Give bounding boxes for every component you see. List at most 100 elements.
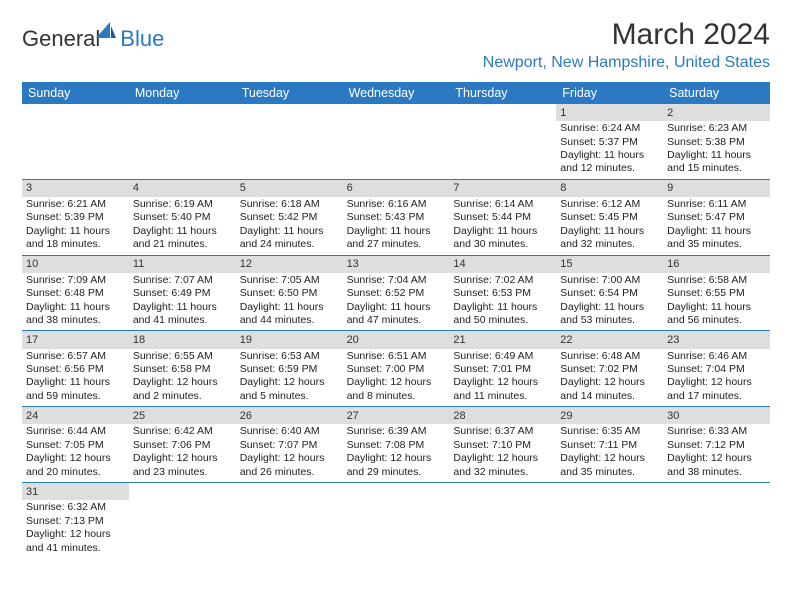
sunrise-text: Sunrise: 6:40 AM [240,425,339,438]
day-body: Sunrise: 6:12 AMSunset: 5:45 PMDaylight:… [556,197,663,255]
day-number: 6 [343,180,450,197]
day-cell: 7Sunrise: 6:14 AMSunset: 5:44 PMDaylight… [449,180,556,255]
day-cell: 19Sunrise: 6:53 AMSunset: 6:59 PMDayligh… [236,331,343,406]
week-row: 1Sunrise: 6:24 AMSunset: 5:37 PMDaylight… [22,104,770,180]
sunrise-text: Sunrise: 6:16 AM [347,198,446,211]
daylight-text: and 15 minutes. [667,162,766,175]
day-number: 13 [343,256,450,273]
sunset-text: Sunset: 7:05 PM [26,439,125,452]
daylight-text: and 41 minutes. [26,542,125,555]
day-number: 23 [663,331,770,348]
sunset-text: Sunset: 6:49 PM [133,287,232,300]
day-cell: 8Sunrise: 6:12 AMSunset: 5:45 PMDaylight… [556,180,663,255]
sunset-text: Sunset: 7:07 PM [240,439,339,452]
day-cell: 23Sunrise: 6:46 AMSunset: 7:04 PMDayligh… [663,331,770,406]
daylight-text: Daylight: 11 hours [240,225,339,238]
day-cell: 11Sunrise: 7:07 AMSunset: 6:49 PMDayligh… [129,256,236,331]
day-number: 28 [449,407,556,424]
day-cell: 2Sunrise: 6:23 AMSunset: 5:38 PMDaylight… [663,104,770,179]
sunrise-text: Sunrise: 7:00 AM [560,274,659,287]
day-number: 31 [22,483,129,500]
sunrise-text: Sunrise: 6:55 AM [133,350,232,363]
daylight-text: Daylight: 12 hours [133,376,232,389]
sunrise-text: Sunrise: 6:24 AM [560,122,659,135]
daylight-text: Daylight: 11 hours [26,225,125,238]
daylight-text: and 38 minutes. [26,314,125,327]
day-body: Sunrise: 6:37 AMSunset: 7:10 PMDaylight:… [449,424,556,482]
day-cell: 3Sunrise: 6:21 AMSunset: 5:39 PMDaylight… [22,180,129,255]
sunrise-text: Sunrise: 6:21 AM [26,198,125,211]
daylight-text: and 30 minutes. [453,238,552,251]
daylight-text: Daylight: 11 hours [453,301,552,314]
day-cell: 10Sunrise: 7:09 AMSunset: 6:48 PMDayligh… [22,256,129,331]
empty-cell [236,104,343,179]
empty-cell [663,483,770,558]
day-body: Sunrise: 6:48 AMSunset: 7:02 PMDaylight:… [556,349,663,407]
daylight-text: and 59 minutes. [26,390,125,403]
day-body: Sunrise: 7:04 AMSunset: 6:52 PMDaylight:… [343,273,450,331]
dayname: Friday [556,82,663,104]
day-number: 19 [236,331,343,348]
day-body: Sunrise: 7:09 AMSunset: 6:48 PMDaylight:… [22,273,129,331]
day-body: Sunrise: 6:32 AMSunset: 7:13 PMDaylight:… [22,500,129,558]
empty-cell [343,104,450,179]
dayname: Sunday [22,82,129,104]
daylight-text: and 50 minutes. [453,314,552,327]
daylight-text: Daylight: 12 hours [560,376,659,389]
day-number: 10 [22,256,129,273]
daylight-text: and 8 minutes. [347,390,446,403]
daylight-text: Daylight: 11 hours [560,149,659,162]
sunset-text: Sunset: 7:12 PM [667,439,766,452]
daylight-text: Daylight: 11 hours [453,225,552,238]
day-body: Sunrise: 6:21 AMSunset: 5:39 PMDaylight:… [22,197,129,255]
daylight-text: Daylight: 11 hours [667,225,766,238]
daylight-text: Daylight: 11 hours [347,225,446,238]
day-number: 1 [556,104,663,121]
daylight-text: Daylight: 12 hours [453,452,552,465]
daylight-text: Daylight: 11 hours [560,301,659,314]
daylight-text: and 26 minutes. [240,466,339,479]
logo-text-general: General [22,26,100,52]
daylight-text: and 12 minutes. [560,162,659,175]
day-number: 7 [449,180,556,197]
sunset-text: Sunset: 6:55 PM [667,287,766,300]
calendar: SundayMondayTuesdayWednesdayThursdayFrid… [22,82,770,558]
title-block: March 2024 Newport, New Hampshire, Unite… [483,18,770,72]
day-body: Sunrise: 6:58 AMSunset: 6:55 PMDaylight:… [663,273,770,331]
sunrise-text: Sunrise: 6:51 AM [347,350,446,363]
header: General Blue March 2024 Newport, New Ham… [22,18,770,72]
day-number: 24 [22,407,129,424]
sunset-text: Sunset: 6:54 PM [560,287,659,300]
sail-icon [94,20,118,46]
sunrise-text: Sunrise: 6:48 AM [560,350,659,363]
day-number: 2 [663,104,770,121]
day-body: Sunrise: 6:44 AMSunset: 7:05 PMDaylight:… [22,424,129,482]
sunrise-text: Sunrise: 6:37 AM [453,425,552,438]
sunset-text: Sunset: 5:38 PM [667,136,766,149]
day-body: Sunrise: 6:39 AMSunset: 7:08 PMDaylight:… [343,424,450,482]
sunset-text: Sunset: 7:04 PM [667,363,766,376]
daylight-text: and 11 minutes. [453,390,552,403]
sunset-text: Sunset: 6:56 PM [26,363,125,376]
daylight-text: Daylight: 12 hours [667,376,766,389]
week-row: 10Sunrise: 7:09 AMSunset: 6:48 PMDayligh… [22,256,770,332]
daylight-text: and 24 minutes. [240,238,339,251]
day-body: Sunrise: 6:18 AMSunset: 5:42 PMDaylight:… [236,197,343,255]
day-body: Sunrise: 6:53 AMSunset: 6:59 PMDaylight:… [236,349,343,407]
day-cell: 18Sunrise: 6:55 AMSunset: 6:58 PMDayligh… [129,331,236,406]
day-number: 11 [129,256,236,273]
daylight-text: and 32 minutes. [560,238,659,251]
week-row: 3Sunrise: 6:21 AMSunset: 5:39 PMDaylight… [22,180,770,256]
day-cell: 16Sunrise: 6:58 AMSunset: 6:55 PMDayligh… [663,256,770,331]
daylight-text: Daylight: 11 hours [26,376,125,389]
logo-text-blue: Blue [120,26,164,52]
daylight-text: and 2 minutes. [133,390,232,403]
empty-cell [236,483,343,558]
empty-cell [556,483,663,558]
daylight-text: and 17 minutes. [667,390,766,403]
empty-cell [129,104,236,179]
day-body: Sunrise: 6:46 AMSunset: 7:04 PMDaylight:… [663,349,770,407]
day-body: Sunrise: 6:19 AMSunset: 5:40 PMDaylight:… [129,197,236,255]
daylight-text: and 18 minutes. [26,238,125,251]
day-body: Sunrise: 6:14 AMSunset: 5:44 PMDaylight:… [449,197,556,255]
